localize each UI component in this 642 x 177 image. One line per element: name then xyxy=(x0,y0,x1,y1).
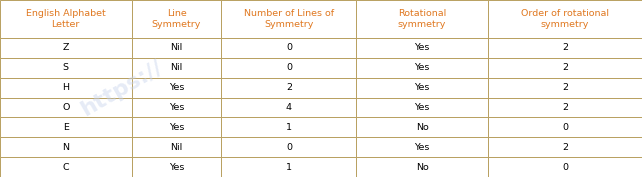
Bar xyxy=(488,137,642,157)
Text: S: S xyxy=(63,63,69,72)
Text: 0: 0 xyxy=(286,143,292,152)
Bar xyxy=(221,157,356,177)
Text: 2: 2 xyxy=(562,143,568,152)
Bar xyxy=(221,98,356,118)
Bar xyxy=(0,38,132,58)
Bar xyxy=(221,58,356,78)
Text: E: E xyxy=(63,123,69,132)
Text: Yes: Yes xyxy=(169,123,184,132)
Text: Rotational
symmetry: Rotational symmetry xyxy=(398,9,446,29)
Text: H: H xyxy=(62,83,69,92)
Text: 2: 2 xyxy=(562,83,568,92)
Text: N: N xyxy=(62,143,69,152)
Bar xyxy=(356,38,488,58)
Text: Yes: Yes xyxy=(169,103,184,112)
Text: Nil: Nil xyxy=(170,63,183,72)
Bar xyxy=(356,58,488,78)
Text: 2: 2 xyxy=(562,63,568,72)
Text: Yes: Yes xyxy=(415,143,429,152)
Bar xyxy=(221,137,356,157)
Bar xyxy=(0,78,132,98)
Bar xyxy=(221,0,356,38)
Text: 0: 0 xyxy=(562,163,568,172)
Bar xyxy=(132,157,221,177)
Text: 2: 2 xyxy=(562,44,568,52)
Text: English Alphabet
Letter: English Alphabet Letter xyxy=(26,9,106,29)
Bar xyxy=(356,137,488,157)
Bar xyxy=(488,38,642,58)
Bar xyxy=(488,157,642,177)
Text: Yes: Yes xyxy=(415,44,429,52)
Text: 2: 2 xyxy=(286,83,292,92)
Bar xyxy=(356,78,488,98)
Bar xyxy=(0,0,132,38)
Bar xyxy=(132,118,221,137)
Bar xyxy=(488,58,642,78)
Bar xyxy=(132,78,221,98)
Bar xyxy=(132,0,221,38)
Bar xyxy=(0,137,132,157)
Text: O: O xyxy=(62,103,69,112)
Bar xyxy=(0,157,132,177)
Text: No: No xyxy=(416,123,428,132)
Bar xyxy=(132,58,221,78)
Text: Z: Z xyxy=(62,44,69,52)
Bar xyxy=(221,118,356,137)
Bar xyxy=(356,98,488,118)
Bar xyxy=(0,58,132,78)
Text: 0: 0 xyxy=(286,44,292,52)
Bar xyxy=(488,0,642,38)
Bar xyxy=(132,38,221,58)
Text: Order of rotational
symmetry: Order of rotational symmetry xyxy=(521,9,609,29)
Text: 1: 1 xyxy=(286,163,292,172)
Text: Number of Lines of
Symmetry: Number of Lines of Symmetry xyxy=(244,9,334,29)
Text: 0: 0 xyxy=(286,63,292,72)
Text: https://: https:// xyxy=(78,57,166,120)
Text: Line
Symmetry: Line Symmetry xyxy=(152,9,201,29)
Text: 0: 0 xyxy=(562,123,568,132)
Text: 4: 4 xyxy=(286,103,292,112)
Text: Yes: Yes xyxy=(169,83,184,92)
Bar xyxy=(488,98,642,118)
Bar xyxy=(221,38,356,58)
Bar xyxy=(221,78,356,98)
Bar xyxy=(356,0,488,38)
Bar xyxy=(356,118,488,137)
Text: C: C xyxy=(62,163,69,172)
Text: Yes: Yes xyxy=(415,63,429,72)
Text: Yes: Yes xyxy=(415,83,429,92)
Text: 1: 1 xyxy=(286,123,292,132)
Bar xyxy=(132,98,221,118)
Text: 2: 2 xyxy=(562,103,568,112)
Text: Yes: Yes xyxy=(415,103,429,112)
Bar xyxy=(132,137,221,157)
Bar xyxy=(488,118,642,137)
Text: Yes: Yes xyxy=(169,163,184,172)
Bar xyxy=(488,78,642,98)
Bar xyxy=(356,157,488,177)
Bar xyxy=(0,98,132,118)
Text: Nil: Nil xyxy=(170,143,183,152)
Bar xyxy=(0,118,132,137)
Text: Nil: Nil xyxy=(170,44,183,52)
Text: No: No xyxy=(416,163,428,172)
